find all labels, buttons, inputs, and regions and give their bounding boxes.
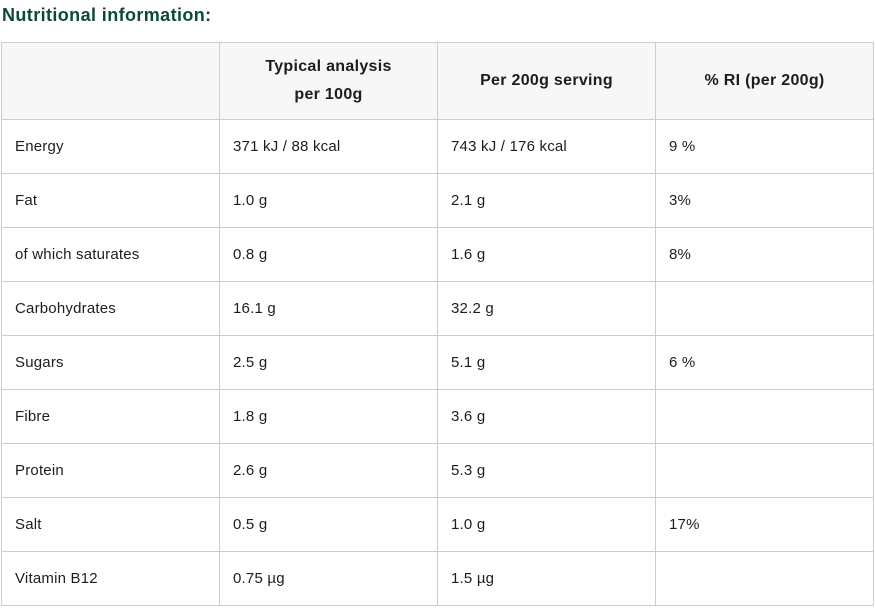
per200g-value-cell: 32.2 g [437,281,656,336]
per100g-value-cell: 1.0 g [219,173,438,228]
row-label-cell: Salt [1,497,220,552]
row-label-cell: Energy [1,119,220,174]
per100g-value-cell: 0.5 g [219,497,438,552]
per100g-value-cell: 371 kJ / 88 kcal [219,119,438,174]
header-cell-blank [1,42,220,120]
per200g-value-cell: 2.1 g [437,173,656,228]
per100g-value-cell: 1.8 g [219,389,438,444]
table-row-carbohydrates: Carbohydrates 16.1 g 32.2 g [1,281,874,336]
page-title: Nutritional information: [2,5,212,25]
header-cell-percent-ri: % RI (per 200g) [655,42,874,120]
ri-value-cell [655,281,874,336]
per200g-value-cell: 743 kJ / 176 kcal [437,119,656,174]
table-row-vitamin-b12: Vitamin B12 0.75 µg 1.5 µg [1,551,874,606]
ri-value-cell: 6 % [655,335,874,390]
row-label-cell: Carbohydrates [1,281,220,336]
row-label-cell: Fibre [1,389,220,444]
header-line: per 100g [294,86,363,103]
per100g-value-cell: 0.8 g [219,227,438,282]
table-row-fibre: Fibre 1.8 g 3.6 g [1,389,874,444]
header-cell-typical-analysis: Typical analysis per 100g [219,42,438,120]
table-row-protein: Protein 2.6 g 5.3 g [1,443,874,498]
per200g-value-cell: 5.3 g [437,443,656,498]
ri-value-cell: 3% [655,173,874,228]
row-label-cell: Vitamin B12 [1,551,220,606]
ri-value-cell [655,443,874,498]
header-cell-per-200g-serving: Per 200g serving [437,42,656,120]
ri-value-cell: 9 % [655,119,874,174]
per200g-value-cell: 1.0 g [437,497,656,552]
table-row-sugars: Sugars 2.5 g 5.1 g 6 % [1,335,874,390]
per100g-value-cell: 2.6 g [219,443,438,498]
per100g-value-cell: 2.5 g [219,335,438,390]
row-label-cell: Fat [1,173,220,228]
per200g-value-cell: 1.5 µg [437,551,656,606]
per200g-value-cell: 1.6 g [437,227,656,282]
row-label-cell: Protein [1,443,220,498]
row-label-cell: Sugars [1,335,220,390]
table-header-row: Typical analysis per 100g Per 200g servin… [1,42,874,120]
ri-value-cell [655,551,874,606]
table-row-salt: Salt 0.5 g 1.0 g 17% [1,497,874,552]
ri-value-cell [655,389,874,444]
header-line: Typical analysis [265,58,392,75]
ri-value-cell: 8% [655,227,874,282]
row-label-cell: of which saturates [1,227,220,282]
per200g-value-cell: 3.6 g [437,389,656,444]
per200g-value-cell: 5.1 g [437,335,656,390]
nutrition-table: Typical analysis per 100g Per 200g servin… [1,42,874,606]
ri-value-cell: 17% [655,497,874,552]
table-row-fat: Fat 1.0 g 2.1 g 3% [1,173,874,228]
table-row-saturates: of which saturates 0.8 g 1.6 g 8% [1,227,874,282]
per100g-value-cell: 16.1 g [219,281,438,336]
per100g-value-cell: 0.75 µg [219,551,438,606]
table-row-energy: Energy 371 kJ / 88 kcal 743 kJ / 176 kca… [1,119,874,174]
header-line: % RI (per 200g) [704,72,825,89]
header-line: Per 200g serving [480,72,613,89]
